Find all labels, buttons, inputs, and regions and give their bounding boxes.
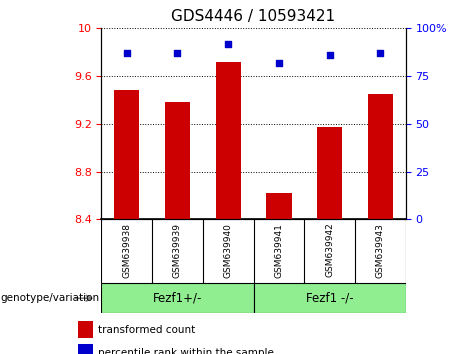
Text: GSM639942: GSM639942 xyxy=(325,223,334,278)
Point xyxy=(174,50,181,56)
Bar xyxy=(368,94,393,354)
Point xyxy=(225,41,232,46)
Text: percentile rank within the sample: percentile rank within the sample xyxy=(98,348,274,354)
Point xyxy=(377,50,384,56)
Bar xyxy=(254,283,406,313)
Title: GDS4446 / 10593421: GDS4446 / 10593421 xyxy=(171,9,336,24)
Bar xyxy=(78,321,93,338)
Text: Fezf1 -/-: Fezf1 -/- xyxy=(306,292,354,305)
Text: GSM639941: GSM639941 xyxy=(274,223,284,278)
Bar xyxy=(266,193,291,354)
Text: transformed count: transformed count xyxy=(98,325,195,335)
Point xyxy=(326,52,333,58)
Bar xyxy=(216,62,241,354)
Bar xyxy=(101,283,254,313)
Bar xyxy=(165,102,190,354)
Text: GSM639938: GSM639938 xyxy=(122,223,131,278)
Text: GSM639943: GSM639943 xyxy=(376,223,385,278)
Bar xyxy=(78,344,93,354)
Point xyxy=(123,50,130,56)
Text: Fezf1+/-: Fezf1+/- xyxy=(153,292,202,305)
Point xyxy=(275,60,283,65)
Text: genotype/variation: genotype/variation xyxy=(0,293,99,303)
Bar xyxy=(317,127,342,354)
Text: GSM639939: GSM639939 xyxy=(173,223,182,278)
Text: GSM639940: GSM639940 xyxy=(224,223,233,278)
Bar xyxy=(114,90,140,354)
